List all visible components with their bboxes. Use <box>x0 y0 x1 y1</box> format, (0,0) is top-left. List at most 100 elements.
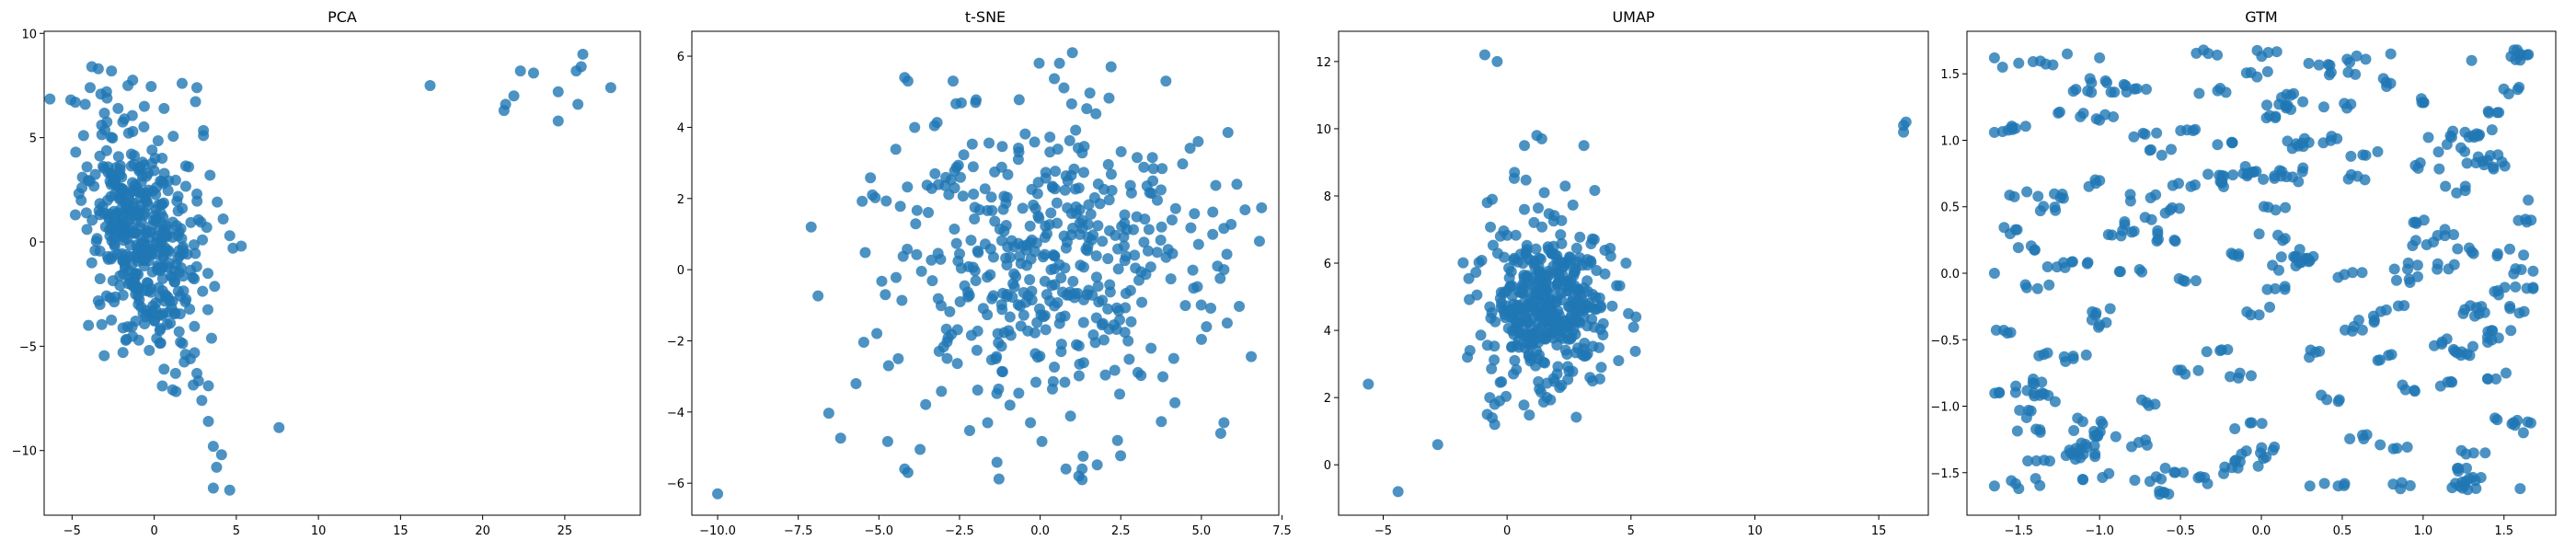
data-point <box>1116 221 1128 233</box>
data-point <box>2281 100 2292 112</box>
data-point <box>979 183 991 195</box>
data-point <box>149 209 161 221</box>
data-point <box>44 93 56 105</box>
data-point <box>989 215 1001 227</box>
data-point <box>2212 139 2224 151</box>
data-point <box>2525 214 2537 226</box>
data-point <box>1059 376 1071 388</box>
data-point <box>1099 369 1111 381</box>
data-point <box>2030 473 2041 485</box>
data-point <box>1499 308 1511 320</box>
data-point <box>172 205 184 217</box>
data-point <box>2222 344 2234 356</box>
data-point <box>2505 325 2517 337</box>
data-point <box>2401 441 2413 453</box>
data-point <box>2080 349 2092 361</box>
data-point <box>1629 345 1641 357</box>
data-point <box>1584 372 1596 384</box>
data-point <box>2289 252 2301 264</box>
data-point <box>1489 340 1501 352</box>
data-point <box>876 275 888 287</box>
y-tick-label: 0 <box>1324 459 1331 473</box>
data-point <box>2510 53 2522 65</box>
data-point <box>1530 243 1542 255</box>
data-point <box>500 98 512 110</box>
data-point <box>1511 363 1523 375</box>
data-point <box>2252 460 2264 472</box>
data-point <box>915 265 927 277</box>
data-point <box>151 181 163 193</box>
data-point <box>169 174 181 186</box>
data-point <box>109 240 121 252</box>
data-point <box>1018 309 1029 321</box>
data-point <box>2339 324 2351 336</box>
data-point <box>2345 168 2357 180</box>
data-point <box>1092 281 1104 293</box>
data-point <box>982 204 994 216</box>
data-point <box>118 183 130 195</box>
data-point <box>1081 103 1093 115</box>
data-point <box>970 275 982 287</box>
data-point <box>2506 418 2518 430</box>
data-point <box>94 273 106 285</box>
data-point <box>982 417 994 429</box>
data-point <box>2255 447 2267 459</box>
data-point <box>894 201 906 213</box>
data-point <box>1222 126 1234 138</box>
data-point <box>896 294 908 306</box>
data-point <box>1067 275 1079 287</box>
data-point <box>2076 437 2087 449</box>
data-point <box>179 160 191 172</box>
data-point <box>2504 303 2516 315</box>
data-point <box>1092 178 1104 190</box>
data-point <box>1060 463 1072 475</box>
data-point <box>2388 263 2400 275</box>
data-point <box>1518 140 1530 152</box>
data-point <box>902 466 914 478</box>
data-point <box>2375 439 2386 451</box>
data-point <box>1139 213 1151 225</box>
data-point <box>865 172 877 184</box>
data-point <box>2377 73 2389 85</box>
data-point <box>923 207 935 219</box>
data-point <box>173 267 185 279</box>
data-point <box>2270 282 2282 294</box>
data-point <box>129 268 141 280</box>
data-point <box>935 300 947 312</box>
data-point <box>1004 311 1016 323</box>
data-point <box>167 131 179 143</box>
data-point <box>1630 311 1642 323</box>
data-point <box>98 107 110 119</box>
data-point <box>897 250 909 262</box>
data-point <box>117 116 129 128</box>
data-point <box>1540 297 1552 309</box>
data-point <box>2446 482 2458 494</box>
data-point <box>1165 273 1177 285</box>
data-point <box>926 182 937 194</box>
data-point <box>1076 223 1088 235</box>
data-point <box>1556 379 1568 391</box>
data-point <box>2152 224 2164 236</box>
data-point <box>1572 342 1584 354</box>
data-point <box>120 334 132 346</box>
data-point <box>1080 244 1092 256</box>
data-point <box>1491 55 1503 67</box>
data-point <box>2244 417 2256 429</box>
data-point <box>158 167 170 179</box>
data-point <box>881 435 893 447</box>
data-point <box>2064 447 2076 459</box>
data-point <box>969 213 981 225</box>
data-point <box>1521 271 1533 283</box>
data-point <box>177 244 189 256</box>
data-point <box>69 209 81 221</box>
data-point <box>1156 221 1167 233</box>
data-point <box>1135 370 1147 382</box>
data-point <box>177 338 189 350</box>
x-tick-label: −5 <box>1374 524 1392 538</box>
data-point <box>1475 329 1487 341</box>
data-point <box>1898 126 1910 138</box>
data-point <box>1547 215 1559 227</box>
data-point <box>1207 206 1219 218</box>
data-point <box>1029 376 1041 388</box>
data-point <box>1039 232 1051 244</box>
